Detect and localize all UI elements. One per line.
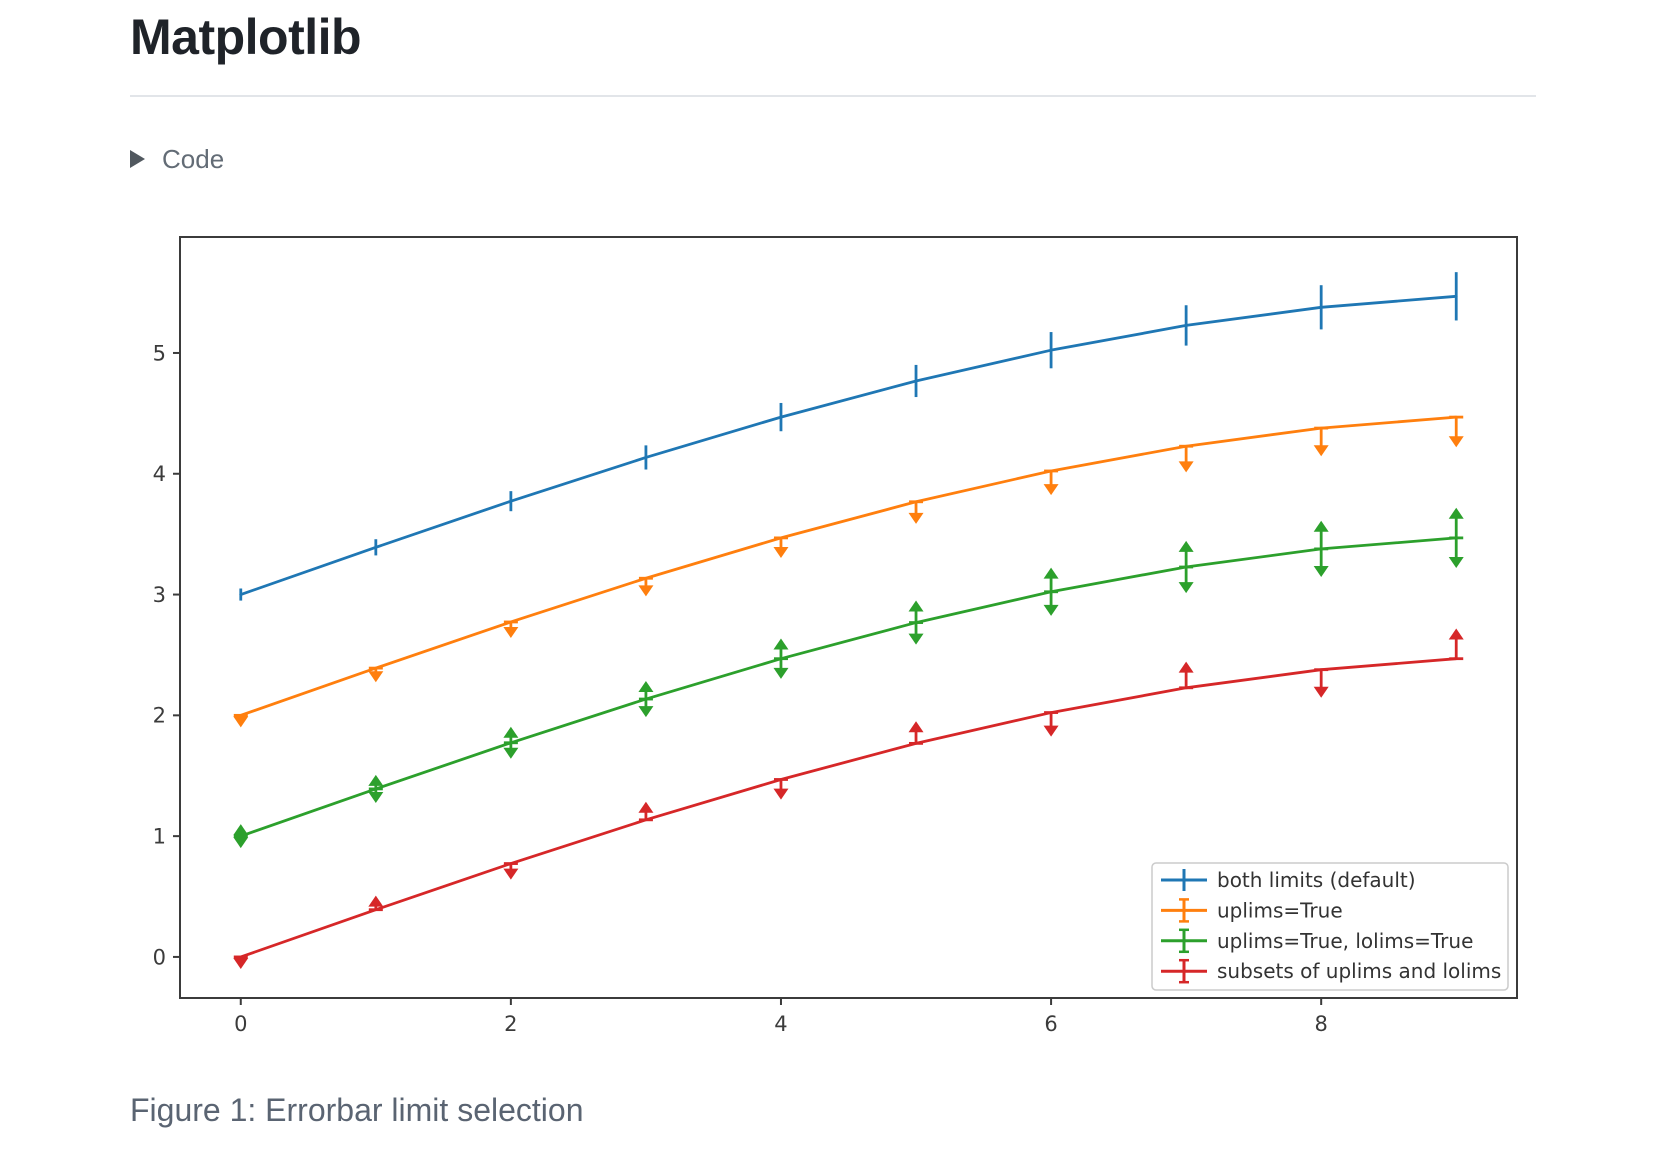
divider xyxy=(130,95,1536,97)
legend: both limits (default) uplims=True uplims=T… xyxy=(1151,862,1509,991)
svg-text:3: 3 xyxy=(153,583,166,607)
svg-text:2: 2 xyxy=(153,704,166,728)
legend-entry-0: both limits (default) xyxy=(1161,868,1416,892)
series-3-errorbar xyxy=(233,628,1464,969)
y-axis: 0 1 2 3 4 5 xyxy=(153,341,180,969)
svg-text:0: 0 xyxy=(234,1012,247,1036)
code-toggle-label: Code xyxy=(162,143,225,174)
svg-text:4: 4 xyxy=(153,462,166,486)
axes-frame xyxy=(179,236,1518,999)
svg-text:8: 8 xyxy=(1314,1012,1327,1036)
svg-text:6: 6 xyxy=(1044,1012,1057,1036)
legend-entry-3: subsets of uplims and lolims xyxy=(1161,958,1501,984)
svg-text:4: 4 xyxy=(774,1012,787,1036)
code-disclosure[interactable]: Code xyxy=(130,142,224,176)
series-1-errorbar xyxy=(233,415,1464,728)
svg-text:both limits (default): both limits (default) xyxy=(1217,868,1416,892)
svg-text:subsets of uplims and lolims: subsets of uplims and lolims xyxy=(1217,959,1501,983)
page-title: Matplotlib xyxy=(130,9,362,65)
collapsed-triangle-icon[interactable] xyxy=(130,150,145,168)
svg-text:uplims=True: uplims=True xyxy=(1217,898,1343,922)
figure-caption: Figure 1: Errorbar limit selection xyxy=(130,1092,584,1128)
x-axis: 0 2 4 6 8 xyxy=(234,998,1328,1036)
svg-text:uplims=True, lolims=True: uplims=True, lolims=True xyxy=(1217,929,1473,953)
svg-text:0: 0 xyxy=(153,945,166,969)
legend-entry-1: uplims=True xyxy=(1161,898,1343,923)
svg-text:1: 1 xyxy=(153,824,166,848)
svg-text:5: 5 xyxy=(153,341,166,365)
series-0-errorbar xyxy=(239,272,1458,601)
series-2-errorbar xyxy=(233,507,1464,849)
svg-text:2: 2 xyxy=(504,1012,517,1036)
legend-entry-2: uplims=True, lolims=True xyxy=(1161,928,1473,954)
